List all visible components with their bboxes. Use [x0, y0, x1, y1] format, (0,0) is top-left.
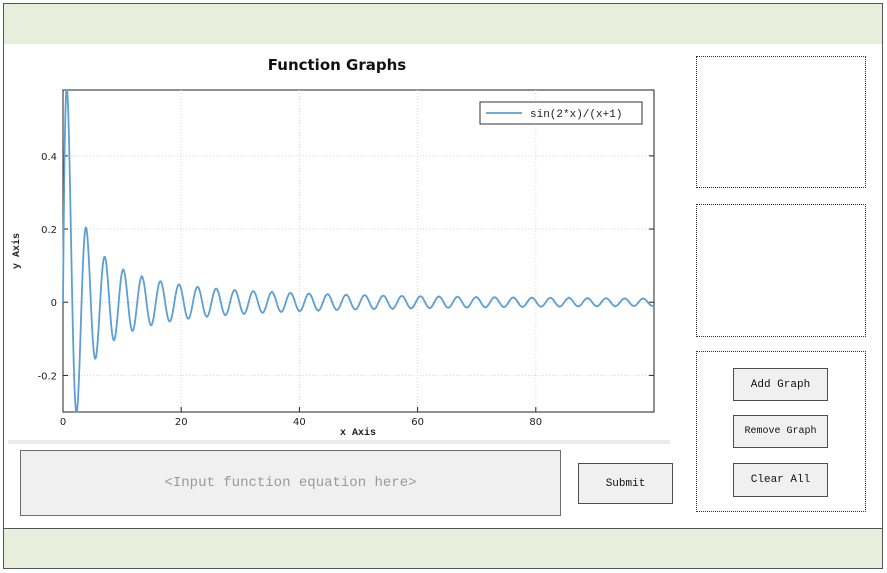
function-equation-input[interactable] [20, 450, 561, 516]
function-graph-plot: Function Graphs 0 20 40 60 80 0.4 0.2 0 -0.2 x A… [8, 52, 672, 445]
legend: sin(2*x)/(x+1) [479, 101, 643, 125]
series-line-sin2x [62, 89, 655, 413]
axis-ticks: 0 20 40 60 80 0.4 0.2 0 -0.2 [37, 152, 654, 428]
plot-frame [62, 89, 655, 413]
y-tick-label: 0.4 [41, 152, 57, 163]
submit-button[interactable]: Submit [578, 463, 673, 504]
y-axis-label: y Axis [11, 233, 23, 269]
legend-label: sin(2*x)/(x+1) [530, 109, 622, 121]
y-tick-label: 0 [51, 298, 57, 309]
chart-svg: Function Graphs 0 20 40 60 80 0.4 0.2 0 -0.2 x A… [11, 56, 655, 439]
clear-all-button[interactable]: Clear All [733, 463, 828, 497]
add-graph-button[interactable]: Add Graph [733, 368, 828, 401]
x-axis-label: x Axis [340, 427, 376, 439]
y-tick-label: 0.2 [41, 225, 57, 236]
x-tick-label: 0 [60, 417, 66, 428]
graph-panel-2 [696, 204, 866, 337]
chart-title: Function Graphs [268, 56, 407, 74]
remove-graph-button[interactable]: Remove Graph [733, 415, 828, 448]
x-tick-label: 20 [175, 417, 188, 428]
x-tick-label: 40 [293, 417, 306, 428]
x-tick-label: 60 [411, 417, 424, 428]
bottom-bar [3, 528, 883, 569]
x-tick-label: 80 [529, 417, 542, 428]
y-tick-label: -0.2 [37, 371, 57, 382]
plot-scroll-strip [8, 440, 670, 444]
graph-panel-1 [696, 56, 866, 188]
top-bar [3, 3, 883, 45]
legend-box [479, 101, 643, 125]
